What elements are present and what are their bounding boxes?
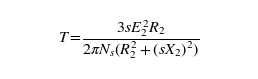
Text: $T = \dfrac{3sE_2^2 R_2}{2\pi N_s(R_2^2 + (sX_2)^2)}$: $T = \dfrac{3sE_2^2 R_2}{2\pi N_s(R_2^2 … [58, 18, 200, 61]
